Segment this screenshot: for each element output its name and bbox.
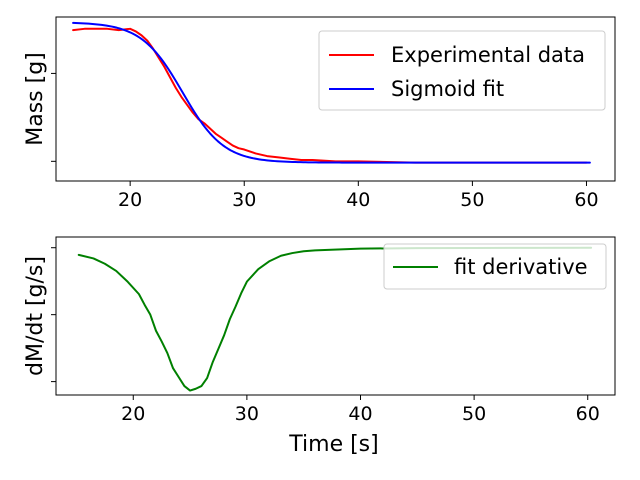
series-line-fit-derivative — [77, 246, 593, 392]
x-tick-label: 50 — [462, 403, 486, 425]
x-tick-label: 60 — [576, 403, 600, 425]
derivative-y-axis-label: dM/dt [g/s] — [23, 256, 48, 376]
series-line-experimental-data — [72, 27, 588, 164]
legend-label-fit-derivative: fit derivative — [454, 255, 588, 279]
derivative-series-layer — [77, 246, 593, 392]
mass-y-axis-label: Mass [g] — [23, 52, 48, 146]
time-x-axis-label: Time [s] — [288, 432, 378, 457]
x-tick-label: 40 — [348, 403, 372, 425]
derivative-legend: fit derivative — [383, 243, 607, 290]
derivative-ticks-layer: 20 30 40 50 60 — [51, 247, 600, 425]
mass-legend: Experimental data Sigmoid fit — [318, 30, 606, 111]
mass-series-layer — [72, 21, 591, 164]
mass-ticks-layer: 20 30 40 50 60 — [51, 72, 599, 211]
mass-subplot: 20 30 40 50 60 Mass [g] Experimental data Si… — [23, 16, 616, 211]
mass-plot-frame — [55, 16, 616, 182]
legend-label-experimental-data: Experimental data — [391, 43, 585, 67]
x-tick-label: 50 — [460, 189, 484, 211]
x-tick-label: 20 — [118, 189, 142, 211]
series-line-sigmoid-fit — [72, 21, 591, 164]
x-tick-label: 60 — [574, 189, 598, 211]
derivative-legend-box — [383, 243, 607, 290]
x-tick-label: 30 — [235, 403, 259, 425]
legend-label-sigmoid-fit: Sigmoid fit — [391, 77, 504, 101]
x-tick-label: 20 — [121, 403, 145, 425]
x-tick-label: 40 — [346, 189, 370, 211]
derivative-plot-frame — [55, 236, 616, 396]
x-tick-label: 30 — [232, 189, 256, 211]
derivative-subplot: 20 30 40 50 60 dM/dt [g/s] Time [s] fit deri… — [23, 236, 616, 457]
mass-legend-box — [318, 30, 606, 111]
